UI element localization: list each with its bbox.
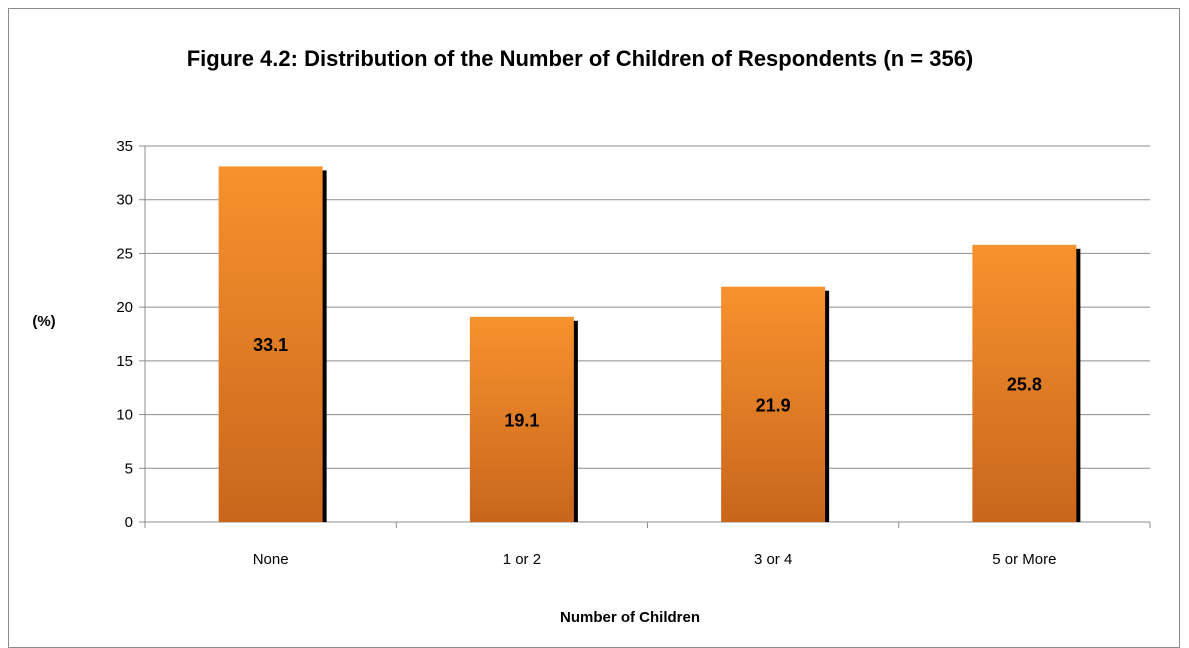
bars: 33.1 19.1 21.9 25.8 xyxy=(218,166,1081,522)
y-tick-label: 5 xyxy=(125,460,133,477)
y-axis-ticks: 0 5 10 15 20 25 30 35 xyxy=(116,138,145,531)
y-tick-label: 25 xyxy=(116,245,133,262)
y-tick-label: 10 xyxy=(116,407,133,424)
x-tick-label: None xyxy=(253,551,289,568)
bar-value-label: 25.8 xyxy=(1007,374,1042,394)
chart-title: Figure 4.2: Distribution of the Number o… xyxy=(187,46,974,71)
y-tick-label: 30 xyxy=(116,192,133,209)
bar xyxy=(721,286,826,522)
x-tick-label: 5 or More xyxy=(992,551,1056,568)
y-tick-label: 0 xyxy=(125,514,133,531)
y-axis-title: (%) xyxy=(32,313,55,330)
x-axis-title: Number of Children xyxy=(560,609,700,626)
y-tick-label: 35 xyxy=(116,138,133,155)
y-tick-label: 20 xyxy=(116,299,133,316)
bar xyxy=(218,166,323,522)
y-tick-label: 15 xyxy=(116,353,133,370)
x-tick-label: 3 or 4 xyxy=(754,551,792,568)
bar-value-label: 21.9 xyxy=(756,395,791,415)
bar xyxy=(469,316,574,522)
x-tick-label: 1 or 2 xyxy=(503,551,541,568)
bar-value-label: 19.1 xyxy=(504,410,539,430)
bar xyxy=(972,244,1077,522)
chart-canvas: Figure 4.2: Distribution of the Number o… xyxy=(32,46,1151,626)
bar-value-label: 33.1 xyxy=(253,335,288,355)
x-axis-ticks: None 1 or 2 3 or 4 5 or More xyxy=(144,522,1151,568)
